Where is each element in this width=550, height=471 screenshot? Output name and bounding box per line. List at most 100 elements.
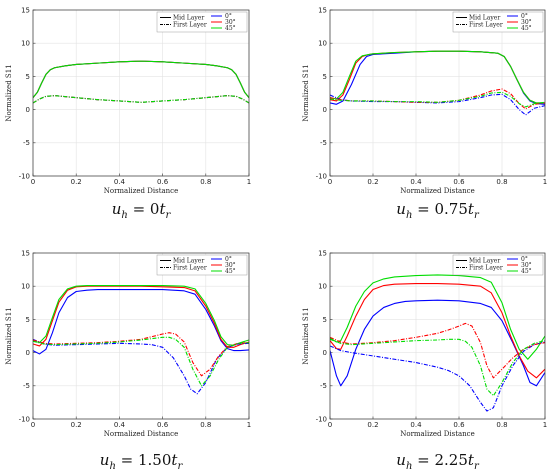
series-group — [33, 60, 249, 104]
legend-label: First Layer — [173, 265, 207, 272]
x-tick-label: 0.4 — [114, 421, 126, 429]
x-tick-label: 0.6 — [157, 421, 169, 429]
y-axis-label: Normalized S11 — [302, 64, 310, 121]
x-tick-label: 0.8 — [496, 421, 507, 429]
x-tick-label: 0 — [31, 178, 35, 186]
series-line-mid-45deg — [330, 274, 545, 360]
series-line-first-0deg — [330, 341, 545, 412]
chart-panel-3: 0 0.2 0.4 0.6 0.8 1 -10 -5 0 5 10 15 Normalized Dist… — [5, 249, 251, 471]
x-tick-label: 0.6 — [453, 421, 465, 429]
legend-label: Mid Layer — [173, 15, 204, 22]
x-tick-label: 1 — [543, 421, 547, 429]
panel-caption: uh = 0.75tr — [396, 200, 480, 221]
legend-label: 0° — [225, 13, 232, 20]
chart-panel-2: 0 0.2 0.4 0.6 0.8 1 -10 -5 0 5 10 15 Normalized Dist… — [302, 6, 547, 221]
y-tick-label: 15 — [318, 249, 327, 257]
legend-label: 45° — [225, 268, 236, 275]
y-tick-label: -5 — [23, 139, 30, 147]
x-axis-label: Normalized Distance — [400, 430, 475, 438]
y-tick-label: 5 — [26, 316, 30, 324]
y-tick-label: 5 — [323, 73, 327, 81]
panel-caption: uh = 1.50tr — [100, 451, 184, 471]
series-line-first-45deg — [33, 336, 249, 387]
legend-label: 30° — [225, 262, 236, 269]
series-line-mid-30deg — [33, 285, 249, 348]
legend-label: 30° — [521, 262, 532, 269]
y-tick-label: 0 — [26, 106, 30, 114]
x-tick-label: 0 — [31, 421, 35, 429]
x-tick-label: 1 — [543, 178, 547, 186]
chart-panel-4: 0 0.2 0.4 0.6 0.8 1 -10 -5 0 5 10 15 Normalized Dist… — [302, 249, 547, 471]
y-tick-label: -10 — [19, 172, 30, 180]
legend-box — [452, 254, 544, 276]
plot-area — [33, 10, 249, 176]
y-tick-label: 15 — [21, 249, 30, 257]
series-line-mid-45deg — [33, 284, 249, 346]
x-tick-label: 0.4 — [410, 178, 422, 186]
y-tick-label: 5 — [26, 73, 30, 81]
series-line-mid-45deg — [330, 50, 545, 104]
x-tick-label: 1 — [247, 178, 251, 186]
plot-area — [330, 10, 545, 176]
legend-label: 30° — [521, 19, 532, 26]
plot-area — [33, 253, 249, 419]
legend-label: Mid Layer — [469, 258, 500, 265]
x-tick-label: 0 — [328, 178, 332, 186]
chart-panel-1: 0 0.2 0.4 0.6 0.8 1 -10 -5 0 5 10 15 Normalized Dist… — [5, 6, 251, 221]
x-tick-label: 0.4 — [410, 421, 422, 429]
series-line-first-45deg — [33, 95, 249, 104]
legend-label: Mid Layer — [173, 258, 204, 265]
y-tick-label: 10 — [21, 283, 30, 291]
series-line-first-30deg — [33, 332, 249, 377]
legend-label: 30° — [225, 19, 236, 26]
y-tick-label: 10 — [21, 40, 30, 48]
x-tick-label: 0.2 — [367, 421, 378, 429]
y-tick-label: -5 — [320, 139, 327, 147]
y-tick-label: 15 — [21, 6, 30, 14]
series-line-mid-45deg — [33, 60, 249, 98]
legend-box — [156, 254, 248, 276]
y-tick-label: 10 — [318, 40, 327, 48]
y-tick-label: 0 — [323, 349, 327, 357]
legend-label: Mid Layer — [469, 15, 500, 22]
legend-label: First Layer — [173, 22, 207, 29]
x-tick-label: 0.2 — [367, 178, 378, 186]
x-tick-label: 1 — [247, 421, 251, 429]
x-tick-label: 0.8 — [200, 178, 211, 186]
series-group — [330, 50, 545, 116]
legend-label: 45° — [521, 268, 532, 275]
panel-caption: uh = 2.25tr — [396, 451, 480, 471]
legend-label: 45° — [521, 25, 532, 32]
x-axis-label: Normalized Distance — [400, 187, 475, 195]
y-tick-label: 5 — [323, 316, 327, 324]
legend-label: 0° — [521, 13, 528, 20]
y-tick-label: -5 — [320, 382, 327, 390]
x-tick-label: 0.2 — [71, 421, 82, 429]
y-tick-label: 0 — [26, 349, 30, 357]
series-group — [330, 274, 545, 412]
y-tick-label: 0 — [323, 106, 327, 114]
legend-label: First Layer — [469, 265, 503, 272]
plot-frame — [32, 9, 250, 177]
x-axis-label: Normalized Distance — [104, 187, 179, 195]
x-tick-label: 0.6 — [453, 178, 465, 186]
y-tick-label: 15 — [318, 6, 327, 14]
y-axis-label: Normalized S11 — [302, 307, 310, 364]
legend-box — [156, 11, 248, 33]
y-tick-label: 10 — [318, 283, 327, 291]
series-line-mid-30deg — [330, 282, 545, 379]
x-tick-label: 0.6 — [157, 178, 169, 186]
y-axis-label: Normalized S11 — [5, 307, 13, 364]
series-line-first-45deg — [330, 338, 545, 397]
x-tick-label: 0 — [328, 421, 332, 429]
plot-area — [330, 253, 545, 419]
legend-label: 0° — [521, 256, 528, 263]
legend-box — [452, 11, 544, 33]
y-axis-label: Normalized S11 — [5, 64, 13, 121]
panel-caption: uh = 0tr — [112, 200, 172, 221]
